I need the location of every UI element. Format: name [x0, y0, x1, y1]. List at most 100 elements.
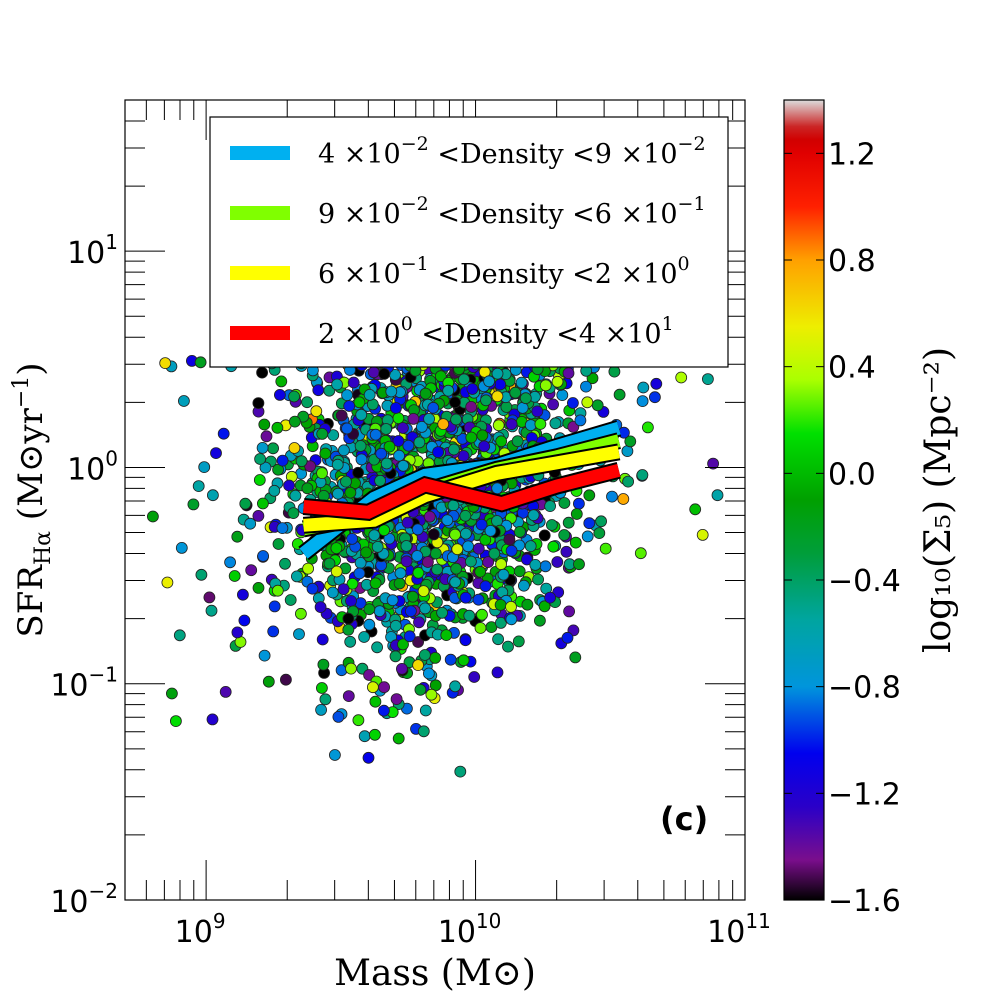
scatter-point [345, 595, 357, 607]
y-label-units-close: ) [11, 362, 51, 375]
scatter-point [253, 474, 266, 486]
scatter-point [295, 455, 308, 468]
scatter-point [675, 371, 688, 384]
scatter-point [284, 594, 297, 606]
scatter-point [534, 614, 546, 627]
scatter-point [606, 490, 618, 503]
scatter-point [514, 526, 526, 538]
legend-label-3: 6 ×10−1 <Density <2 ×100 [318, 253, 690, 290]
scatter-point [317, 658, 330, 671]
scatter-point [344, 486, 357, 499]
scatter-point [622, 475, 634, 488]
scatter-point [210, 447, 222, 460]
legend-text-part: <Density <4 ×10 [413, 319, 662, 350]
scatter-point [289, 489, 302, 502]
colorbar-tick-label: 0.4 [828, 351, 876, 386]
scatter-point [330, 542, 343, 554]
scatter-point [429, 547, 442, 560]
legend-swatch-4 [230, 326, 290, 340]
scatter-point [462, 540, 475, 553]
y-tick-exponent: 0 [105, 446, 118, 470]
scatter-point [294, 607, 307, 620]
scatter-point [341, 422, 353, 435]
scatter-point [429, 652, 442, 664]
scatter-point [624, 435, 637, 448]
scatter-point [369, 695, 382, 708]
scatter-point [413, 436, 426, 449]
scatter-point [419, 387, 432, 400]
scatter-point [546, 519, 558, 531]
scatter-point [547, 398, 559, 411]
legend-swatch-3 [230, 266, 290, 280]
scatter-point [527, 509, 540, 522]
scatter-point [394, 567, 407, 580]
scatter-point [371, 641, 384, 654]
scatter-point [369, 577, 382, 590]
scatter-point [358, 631, 371, 643]
scatter-point [272, 538, 285, 550]
scatter-point [340, 475, 352, 488]
scatter-point [385, 385, 398, 398]
scatter-point [466, 383, 479, 395]
y-tick-exponent: −2 [89, 879, 118, 903]
scatter-point [316, 467, 328, 480]
scatter-point [539, 560, 552, 573]
scatter-point [636, 469, 649, 481]
scatter-point [531, 405, 544, 418]
scatter-point [711, 489, 724, 502]
scatter-point [511, 435, 524, 448]
scatter-point [271, 421, 284, 434]
legend-text-part: 6 ×10 [318, 259, 401, 290]
y-tick-label: 101 [67, 230, 118, 271]
scatter-point [532, 573, 544, 586]
scatter-point [518, 579, 530, 592]
scatter-point [581, 530, 594, 543]
scatter-point [621, 445, 634, 458]
scatter-point [574, 414, 587, 427]
scatter-point [454, 765, 467, 778]
scatter-point [306, 582, 319, 595]
scatter-point [293, 628, 305, 640]
scatter-point [267, 625, 280, 638]
scatter-point [228, 570, 241, 582]
scatter-point [386, 594, 399, 607]
x-tick-label: 1010 [438, 909, 502, 950]
scatter-point [538, 600, 551, 613]
scatter-point [342, 612, 355, 625]
scatter-point [591, 399, 604, 412]
colorbar-tick-label: 0.0 [828, 457, 876, 492]
scatter-point [488, 547, 501, 560]
scatter-point [491, 515, 503, 527]
scatter-point [256, 441, 269, 454]
scatter-point [279, 557, 291, 570]
scatter-point [478, 440, 491, 453]
legend-exponent: −2 [401, 193, 429, 215]
scatter-point [696, 529, 709, 541]
scatter-point [549, 417, 562, 430]
scatter-point [484, 525, 497, 537]
scatter-point [262, 675, 275, 688]
scatter-point [449, 576, 462, 589]
scatter-point [459, 509, 472, 522]
scatter-point [315, 704, 328, 716]
scatter-point [314, 601, 327, 613]
legend-exponent: 1 [662, 313, 674, 335]
scatter-point [231, 626, 244, 639]
scatter-point [383, 532, 396, 545]
scatter-point [347, 376, 360, 389]
scatter-point [412, 659, 425, 671]
scatter-point [283, 479, 296, 492]
scatter-point [491, 666, 504, 679]
scatter-point [363, 618, 376, 631]
scatter-point [497, 568, 510, 581]
scatter-point [352, 466, 365, 479]
y-tick-exponent: −1 [89, 663, 118, 687]
scatter-point [231, 530, 244, 543]
scatter-point [583, 489, 596, 502]
colorbar: 1.2 0.8 0.4 0.0 −0.4 −0.8 −1.2 −1.6 log₁₀(Σ₅) (M… [783, 99, 959, 919]
scatter-point [636, 395, 649, 408]
scatter-point [417, 725, 430, 738]
scatter-point [450, 413, 463, 426]
scatter-point [267, 442, 280, 455]
scatter-point [335, 409, 348, 422]
